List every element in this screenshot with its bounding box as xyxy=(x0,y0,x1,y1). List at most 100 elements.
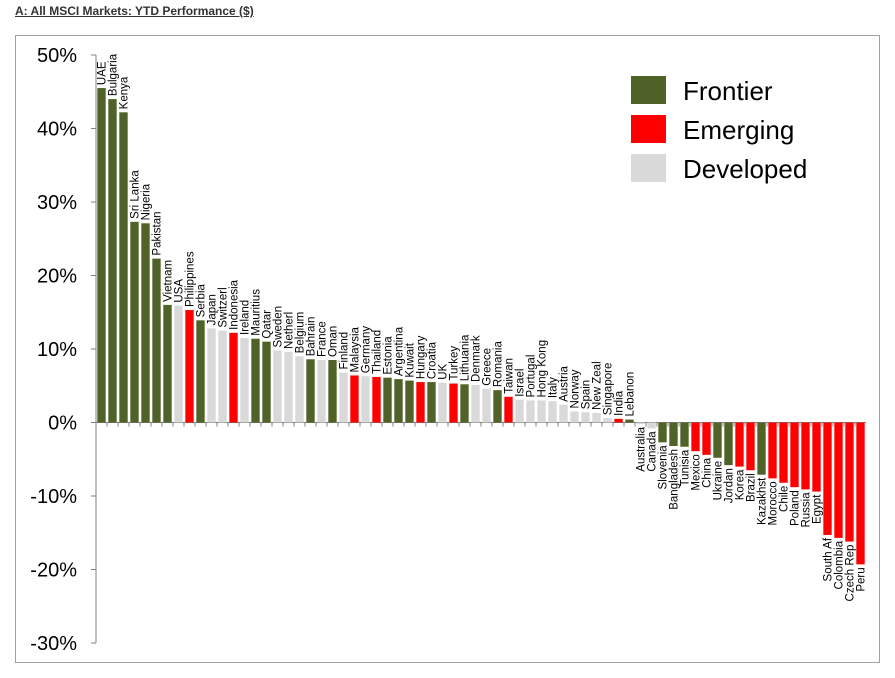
category-label: Portugal xyxy=(526,355,538,398)
bar xyxy=(262,341,271,423)
legend-label: Frontier xyxy=(683,76,773,106)
bars-group xyxy=(95,88,865,565)
bar xyxy=(559,404,568,423)
category-label: Germany xyxy=(361,326,373,374)
category-label: USA xyxy=(174,279,186,303)
bar xyxy=(108,99,117,423)
bar xyxy=(592,412,601,423)
category-label: France xyxy=(317,321,329,357)
category-label: UAE xyxy=(97,61,109,85)
category-label: Canada xyxy=(647,431,659,472)
bar xyxy=(724,422,733,466)
category-label: Lebanon xyxy=(625,372,637,417)
bar xyxy=(625,419,634,423)
bar xyxy=(383,377,392,423)
bar xyxy=(801,422,810,490)
category-label: India xyxy=(614,390,626,416)
category-label: Switzerl xyxy=(218,287,230,327)
bar xyxy=(273,350,282,423)
bar xyxy=(295,356,304,423)
category-label: Russia xyxy=(801,492,813,528)
bar xyxy=(394,379,403,423)
category-label: Taiwan xyxy=(504,358,516,394)
category-label: Denmark xyxy=(471,335,483,382)
category-label: Peru xyxy=(856,567,868,591)
bar xyxy=(746,422,755,471)
bar xyxy=(504,396,513,423)
category-label: Sri Lanka xyxy=(130,170,142,219)
bar xyxy=(548,401,557,423)
category-label: Estonia xyxy=(383,336,395,375)
bar xyxy=(768,422,777,479)
bar xyxy=(152,258,161,423)
category-label: Bahrain xyxy=(306,317,318,357)
bar xyxy=(636,422,645,424)
bar xyxy=(163,304,172,423)
bar xyxy=(834,422,843,538)
y-tick-label: -20% xyxy=(30,560,77,582)
bar xyxy=(812,422,821,492)
category-label: Czech Rep xyxy=(845,545,857,602)
bar xyxy=(405,380,414,423)
y-tick-label: 40% xyxy=(37,119,77,141)
bar xyxy=(482,388,491,423)
bar xyxy=(361,376,370,423)
category-label: UK xyxy=(438,364,450,380)
chart-frame xyxy=(15,35,880,663)
bar xyxy=(174,305,183,423)
bar xyxy=(691,422,700,452)
bar xyxy=(317,360,326,423)
category-label: Turkey xyxy=(449,346,461,381)
category-labels-group: UAE Bulgaria Kenya Sri Lanka NigeriaPakistan… xyxy=(97,53,868,601)
bar xyxy=(757,422,766,475)
category-label: Japan xyxy=(207,294,219,325)
bar xyxy=(669,422,678,447)
category-label: Kenya xyxy=(119,76,131,109)
category-label: Greece xyxy=(482,348,494,386)
bar xyxy=(229,332,238,423)
category-label: Serbia xyxy=(196,283,208,317)
category-label: Vietnam xyxy=(163,260,175,302)
legend-swatch xyxy=(631,76,666,104)
category-label: Mexico xyxy=(691,454,703,490)
category-label: Oman xyxy=(328,326,340,357)
bar xyxy=(372,376,381,423)
category-label: Qatar xyxy=(262,310,274,339)
bar xyxy=(141,223,150,423)
bar xyxy=(614,418,623,423)
category-label: Argentina xyxy=(394,326,406,376)
bar xyxy=(207,328,216,423)
category-label: Italy xyxy=(548,377,560,398)
bar xyxy=(647,422,656,429)
bar xyxy=(240,337,249,423)
bar xyxy=(449,383,458,423)
category-label: New Zeal xyxy=(592,361,604,410)
category-label: Austria xyxy=(559,365,571,401)
category-label: Israel xyxy=(515,369,527,397)
y-tick-label: 20% xyxy=(37,266,77,288)
legend-label: Developed xyxy=(683,154,807,184)
legend: Frontier Emerging Developed xyxy=(631,76,807,184)
category-label: Kuwait xyxy=(405,342,417,377)
category-label: Poland xyxy=(790,490,802,526)
y-tick-label: 50% xyxy=(37,45,77,67)
bar xyxy=(339,372,348,423)
y-tick-label: -10% xyxy=(30,486,77,508)
y-tick-label: 0% xyxy=(48,413,77,435)
bar xyxy=(845,422,854,542)
category-label: Norway xyxy=(570,369,582,408)
category-label: Mauritius xyxy=(251,289,263,336)
category-label: Bangladesh xyxy=(669,449,681,510)
category-label: Netherl xyxy=(284,312,296,349)
bar xyxy=(603,418,612,423)
category-label: Pakistan xyxy=(152,211,164,255)
category-label: Malaysia xyxy=(350,326,362,372)
category-label: Tunisia xyxy=(680,449,692,486)
y-tick-label: 30% xyxy=(37,192,77,214)
bar xyxy=(438,382,447,423)
bar xyxy=(185,310,194,423)
bar xyxy=(306,359,315,423)
bar xyxy=(218,330,227,423)
bar xyxy=(493,390,502,423)
